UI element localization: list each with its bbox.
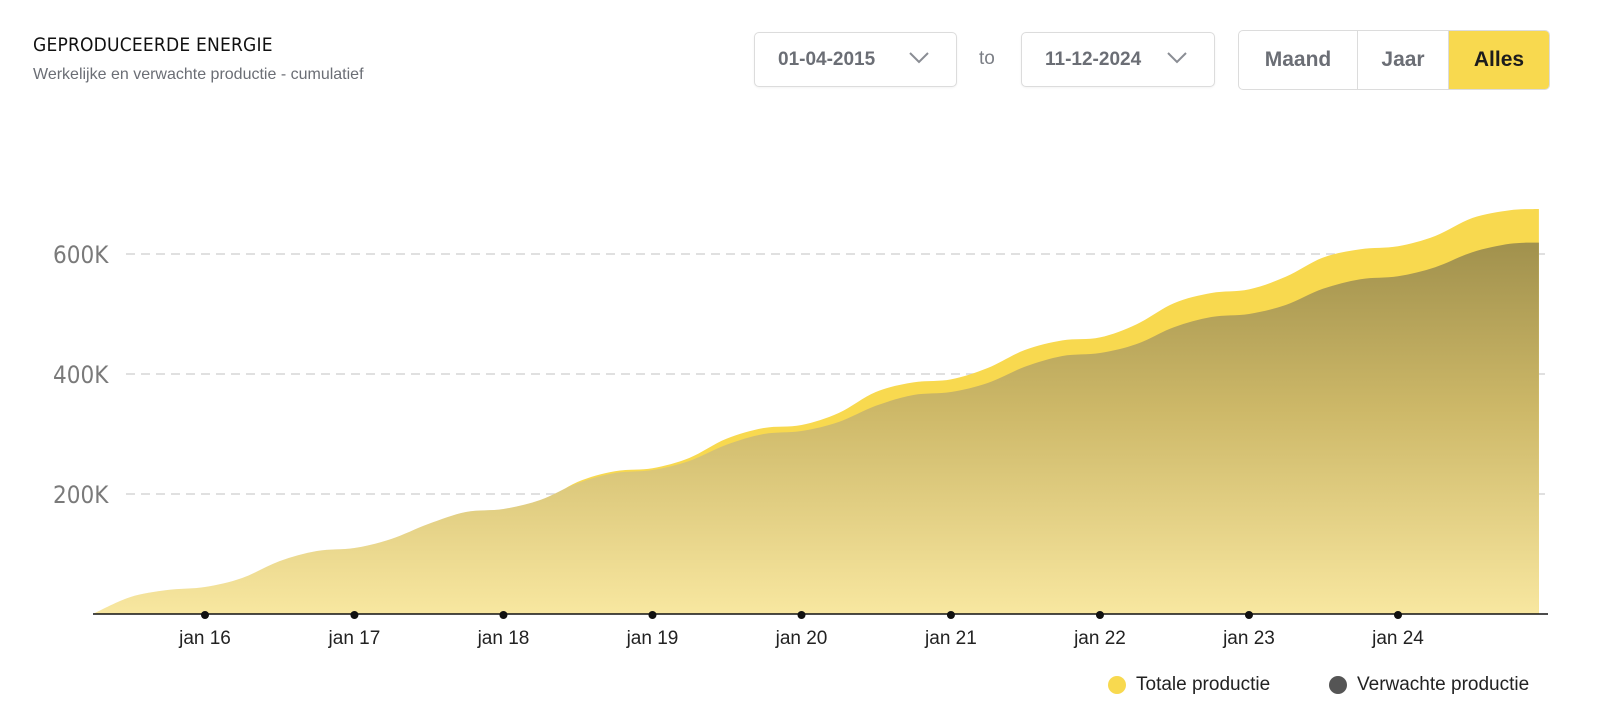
date-from-value: 01-04-2015 [778, 48, 876, 70]
legend-label-expected: Verwachte productie [1357, 674, 1530, 695]
legend-item-verwachte-productie[interactable]: Verwachte productie [1329, 674, 1529, 696]
date-range-separator: to [979, 48, 995, 69]
date-from-select[interactable]: 01-04-2015 [754, 32, 957, 87]
x-tick-dot [946, 611, 955, 619]
x-tick-label: jan 17 [328, 628, 381, 649]
page-subtitle: Werkelijke en verwachte productie - cumu… [33, 66, 364, 83]
x-tick-label: jan 21 [924, 628, 977, 649]
period-month-button[interactable]: Maand [1239, 31, 1358, 89]
x-tick-label: jan 20 [775, 628, 828, 649]
chevron-down-icon [909, 52, 929, 64]
x-tick-dot [201, 611, 209, 619]
x-tick-label: jan 18 [477, 628, 530, 649]
x-tick-dot [350, 611, 359, 619]
x-tick-label: jan 19 [626, 628, 679, 649]
x-tick-label: jan 16 [178, 628, 231, 649]
x-tick-dot [499, 611, 508, 619]
y-tick-label: 600K [53, 241, 109, 269]
legend-item-totale-productie[interactable]: Totale productie [1108, 674, 1270, 696]
legend-dot-expected [1329, 676, 1347, 694]
x-tick-label: jan 22 [1073, 628, 1126, 649]
x-tick-label: jan 24 [1371, 628, 1424, 649]
period-all-button[interactable]: Alles [1449, 31, 1549, 89]
legend-dot-actual [1108, 676, 1126, 694]
x-tick-label: jan 23 [1222, 628, 1275, 649]
y-tick-label: 200K [53, 481, 109, 509]
date-to-select[interactable]: 11-12-2024 [1021, 32, 1215, 87]
x-tick-dot [1095, 611, 1104, 619]
page-title: GEPRODUCEERDE ENERGIE [33, 34, 273, 56]
legend-label-actual: Totale productie [1136, 674, 1271, 695]
x-tick-dot [1394, 611, 1402, 619]
series-area-verwachte-productie [92, 242, 1539, 614]
x-tick-dot [648, 611, 657, 619]
x-tick-dot [1244, 611, 1253, 619]
period-year-button[interactable]: Jaar [1358, 31, 1449, 89]
x-tick-dot [797, 611, 806, 619]
chevron-down-icon [1167, 52, 1187, 64]
date-to-value: 11-12-2024 [1045, 48, 1142, 70]
period-toggle: Maand Jaar Alles [1238, 30, 1550, 90]
y-tick-label: 400K [53, 361, 109, 389]
